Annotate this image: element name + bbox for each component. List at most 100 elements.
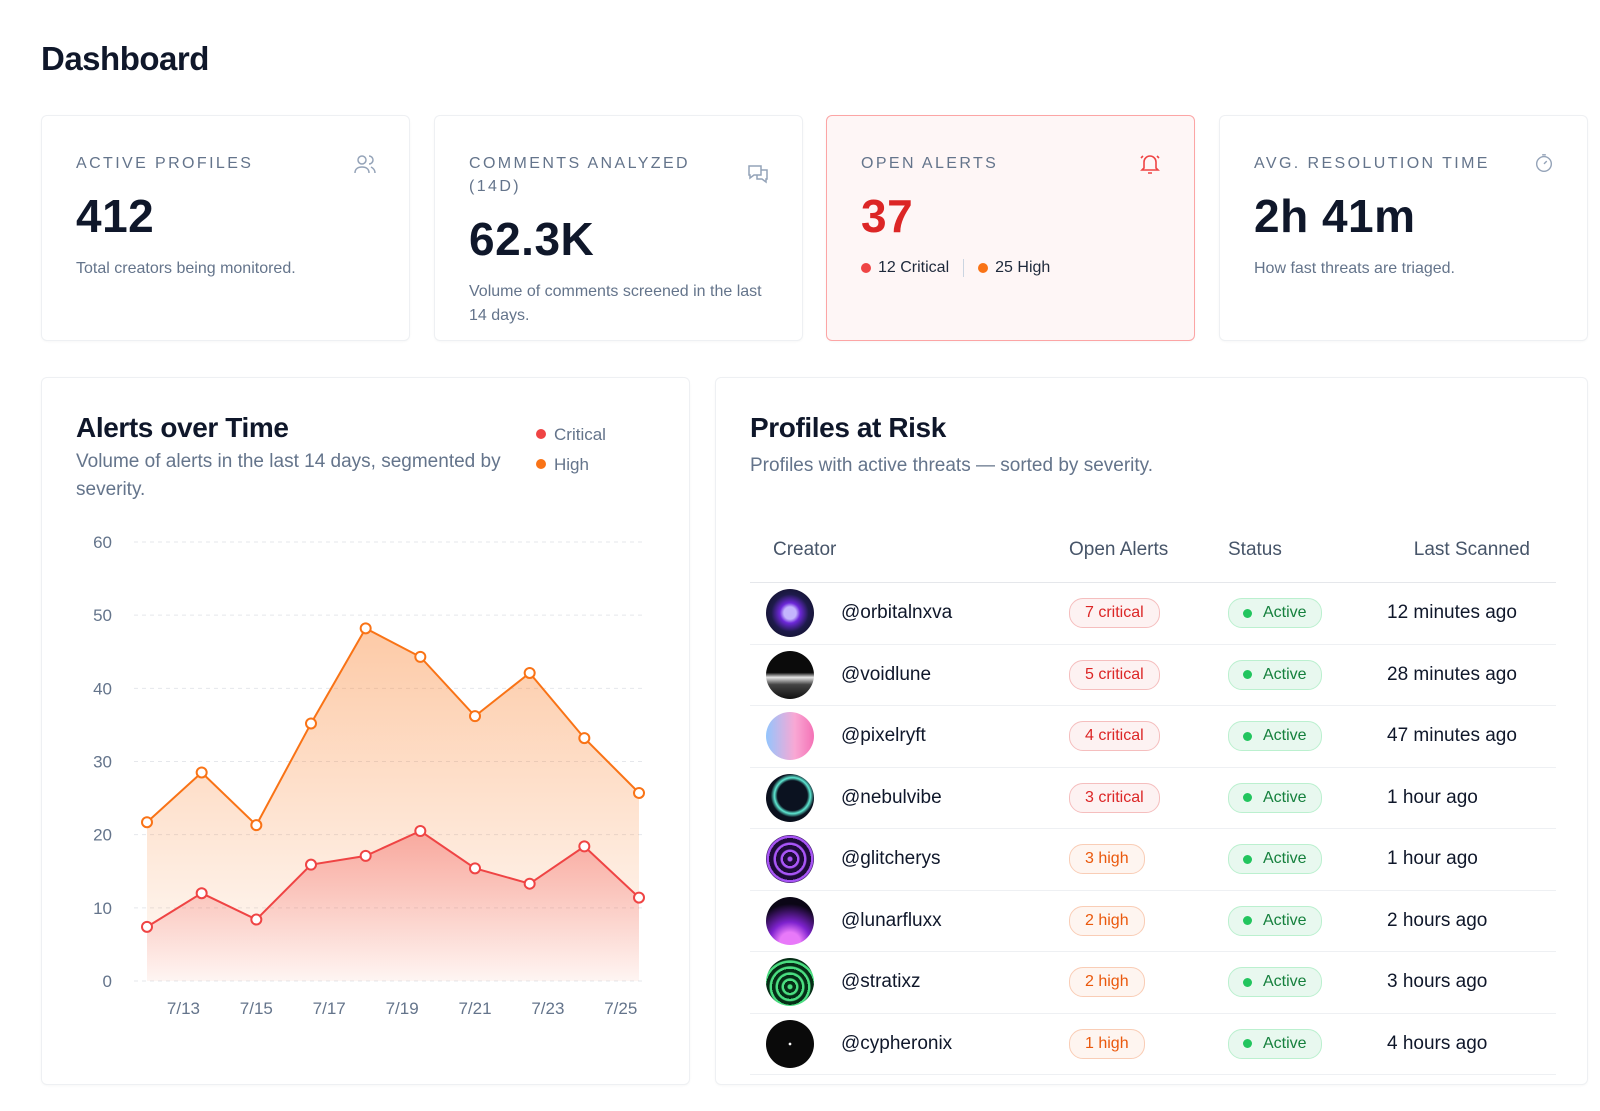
comments-icon bbox=[748, 165, 768, 184]
creator-name: @glitcherys bbox=[841, 848, 941, 870]
stat-description: How fast threats are triaged. bbox=[1254, 260, 1455, 277]
stat-value: 37 bbox=[861, 190, 914, 242]
legend-swatch bbox=[536, 459, 546, 469]
creator-name: @lunarfluxx bbox=[841, 909, 942, 931]
stat-label: OPEN ALERTS bbox=[861, 155, 999, 172]
last-scanned: 1 hour ago bbox=[1387, 848, 1478, 870]
status-dot bbox=[1243, 916, 1252, 926]
table-row: @lunarfluxx 2 high Active 2 hours ago bbox=[750, 891, 1556, 952]
table-row: @pixelryft 4 critical Active 47 minutes ago bbox=[750, 706, 1556, 768]
creator-name: @pixelryft bbox=[841, 725, 926, 747]
creator-name: @nebulvibe bbox=[841, 786, 942, 808]
alert-badge: 5 critical bbox=[1069, 659, 1160, 690]
avatar bbox=[766, 589, 814, 638]
table-row: @nebulvibe 3 critical Active 1 hour ago bbox=[750, 768, 1556, 829]
status-pill: Active bbox=[1228, 721, 1322, 752]
creator-cell: @voidlune bbox=[750, 650, 1069, 699]
status-pill: Active bbox=[1228, 844, 1322, 875]
column-header: Creator bbox=[773, 539, 837, 560]
point bbox=[195, 887, 208, 900]
column-header: Last Scanned bbox=[1413, 539, 1530, 560]
point bbox=[633, 891, 645, 904]
status-text: Active bbox=[1263, 973, 1307, 991]
alerts-cell: 3 high bbox=[1069, 844, 1228, 875]
avatar bbox=[766, 650, 814, 699]
point bbox=[414, 825, 427, 838]
last-scanned: 47 minutes ago bbox=[1387, 725, 1517, 747]
stat-value: 2h 41m bbox=[1254, 190, 1416, 242]
creator-cell: @stratixz bbox=[750, 958, 1069, 1007]
y-tick-label: 40 bbox=[93, 679, 112, 698]
x-tick-label: 7/21 bbox=[458, 999, 491, 1018]
creator-name: @stratixz bbox=[841, 971, 921, 993]
status-pill: Active bbox=[1228, 967, 1322, 998]
area bbox=[147, 831, 639, 981]
point bbox=[578, 840, 591, 853]
alert-badge: 3 high bbox=[1069, 844, 1145, 875]
avatar bbox=[766, 835, 814, 884]
table: Creator Open Alerts Status Last Scanned … bbox=[750, 518, 1556, 1075]
status-text: Active bbox=[1263, 850, 1307, 868]
y-tick-label: 0 bbox=[103, 972, 112, 991]
breakdown-item: 25 High bbox=[995, 259, 1051, 276]
creator-cell: @orbitalnxva bbox=[750, 589, 1069, 638]
point bbox=[141, 816, 153, 829]
stat-description: Total creators being monitored. bbox=[76, 260, 296, 277]
last-scanned: 1 hour ago bbox=[1387, 786, 1478, 808]
timer-icon bbox=[1535, 154, 1553, 172]
x-tick-label: 7/15 bbox=[240, 999, 273, 1018]
alert-badge: 3 critical bbox=[1069, 782, 1160, 813]
point bbox=[414, 650, 427, 663]
chart: 0 10 20 30 40 50 60 7/13 7/15 7/17 7/19 7/21 7/23 7/2… bbox=[93, 425, 645, 1018]
point bbox=[469, 710, 481, 723]
last-scanned: 2 hours ago bbox=[1387, 909, 1488, 931]
point bbox=[359, 849, 372, 862]
creator-cell: @glitcherys bbox=[750, 835, 1069, 884]
line bbox=[146, 627, 640, 827]
status-cell: Active bbox=[1228, 721, 1387, 752]
creator-cell: @pixelryft bbox=[750, 712, 1069, 761]
status-cell: Active bbox=[1228, 844, 1387, 875]
x-tick-label: 7/17 bbox=[313, 999, 346, 1018]
point bbox=[305, 858, 317, 871]
status-cell: Active bbox=[1228, 598, 1387, 629]
status-pill: Active bbox=[1228, 659, 1322, 690]
chart-title: Alerts over Time bbox=[76, 412, 289, 443]
chart-subtitle: Volume of alerts in the last 14 days, se… bbox=[76, 451, 501, 500]
status-text: Active bbox=[1263, 727, 1307, 745]
point bbox=[523, 666, 536, 679]
last-scanned: 3 hours ago bbox=[1387, 971, 1488, 993]
table-subtitle: Profiles with active threats — sorted by… bbox=[750, 455, 1154, 476]
table-row: @voidlune 5 critical Active 28 minutes ago bbox=[750, 645, 1556, 706]
legend-swatch bbox=[536, 429, 546, 439]
status-pill: Active bbox=[1228, 905, 1322, 936]
users-icon bbox=[354, 155, 376, 174]
table-header: Creator Open Alerts Status Last Scanned bbox=[750, 518, 1556, 583]
stat-card: OPEN ALERTS 37 12 Critical 25 High bbox=[826, 115, 1195, 341]
stat-value: 62.3K bbox=[469, 213, 595, 265]
y-tick-label: 10 bbox=[93, 899, 112, 918]
stat-label: AVG. RESOLUTION TIME bbox=[1254, 155, 1490, 172]
status-pill: Active bbox=[1228, 782, 1322, 813]
avatar bbox=[766, 896, 814, 945]
legend-label: Critical bbox=[554, 425, 606, 444]
line bbox=[146, 829, 640, 928]
status-text: Active bbox=[1263, 604, 1307, 622]
bell-icon bbox=[1140, 155, 1160, 174]
x-tick-label: 7/23 bbox=[531, 999, 564, 1018]
avatar bbox=[766, 773, 814, 822]
avatar bbox=[766, 712, 814, 761]
creator-name: @cypheronix bbox=[841, 1032, 953, 1054]
table-card: Profiles at Risk Profiles with active th… bbox=[715, 377, 1588, 1085]
table-row: @orbitalnxva 7 critical Active 12 minutes a… bbox=[750, 583, 1556, 645]
status-text: Active bbox=[1263, 665, 1307, 683]
alerts-cell: 2 high bbox=[1069, 967, 1228, 998]
status-cell: Active bbox=[1228, 905, 1387, 936]
last-scanned: 4 hours ago bbox=[1387, 1032, 1488, 1054]
column-header: Status bbox=[1228, 539, 1282, 560]
y-tick-label: 60 bbox=[93, 533, 112, 552]
alert-breakdown: 12 Critical 25 High bbox=[861, 259, 1160, 277]
y-tick-label: 20 bbox=[93, 826, 112, 845]
page-title: Dashboard bbox=[41, 40, 209, 77]
